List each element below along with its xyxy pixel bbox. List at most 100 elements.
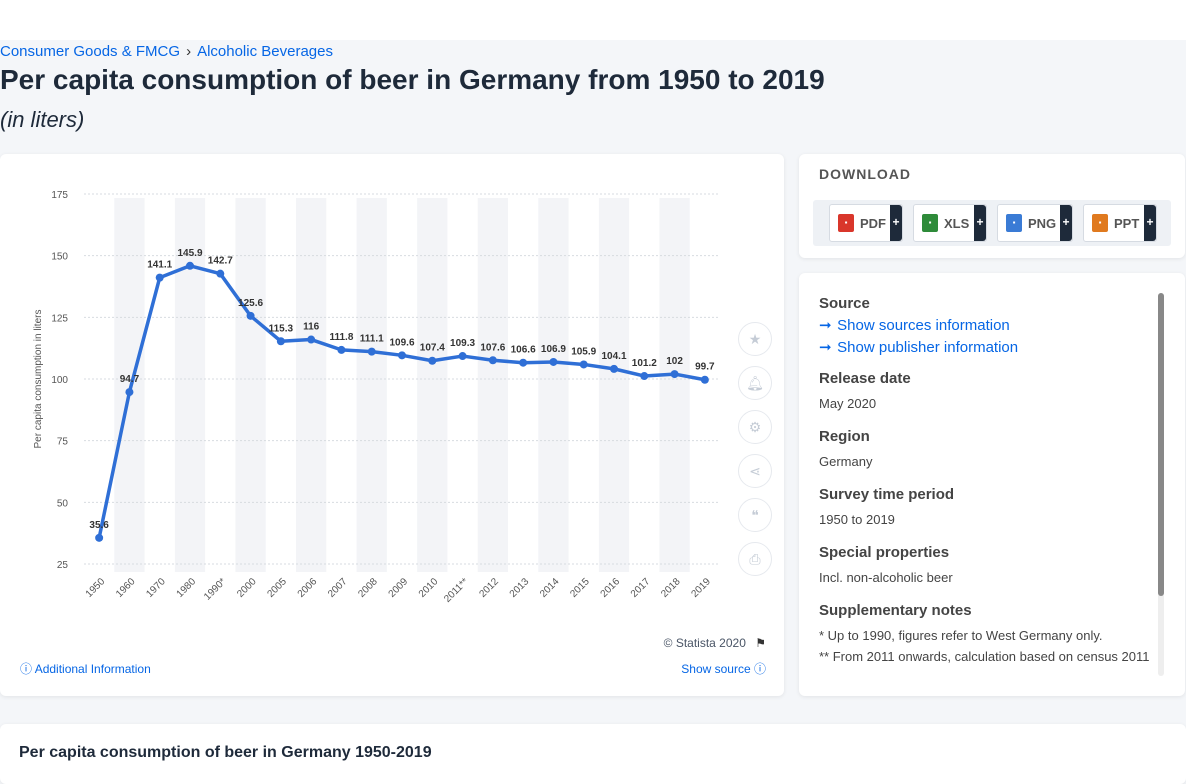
data-point <box>186 261 194 270</box>
download-card: DOWNLOAD ▪ PDF + ▪ XLS + ▪ PNG + ▪ PPT + <box>799 154 1185 258</box>
notification-button[interactable]: 🔔︎ <box>738 366 772 400</box>
breadcrumb-consumer-goods[interactable]: Consumer Goods & FMCG <box>0 43 181 60</box>
x-tick-label: 2010 <box>417 576 441 600</box>
category-band <box>174 198 206 572</box>
quote-icon: ❝ <box>751 506 759 523</box>
y-tick-label: 25 <box>57 560 69 571</box>
data-label: 99.7 <box>695 362 715 373</box>
data-point <box>519 358 528 367</box>
data-label: 109.6 <box>389 337 414 348</box>
download-ppt-button[interactable]: ▪ PPT + <box>1083 204 1157 242</box>
x-tick-label: 2012 <box>477 576 501 600</box>
download-png-label: PNG <box>1028 215 1057 231</box>
related-statistic-title[interactable]: Per capita consumption of beer in German… <box>19 744 432 761</box>
data-label: 145.9 <box>177 248 202 259</box>
x-tick-label: 1980 <box>175 576 199 600</box>
data-point <box>367 347 376 356</box>
settings-button[interactable]: ⚙ <box>738 410 772 444</box>
additional-information-link[interactable]: ⓘ Additional Information <box>20 660 151 677</box>
supplementary-note-2: ** From 2011 onwards, calculation based … <box>819 649 1150 664</box>
x-tick-label: 2013 <box>508 576 532 600</box>
data-point <box>428 356 437 365</box>
plus-icon: + <box>890 205 902 241</box>
data-point <box>125 388 134 397</box>
statistic-details-card: Source ➞ Show sources information ➞ Show… <box>799 273 1185 696</box>
y-axis-label: Per capita consumption in liters <box>33 310 44 449</box>
y-tick-label: 50 <box>57 498 69 509</box>
category-band <box>235 198 266 572</box>
data-label: 116 <box>303 322 320 333</box>
data-point <box>276 337 285 346</box>
x-tick-label: 2018 <box>659 576 683 600</box>
release-date-value: May 2020 <box>819 396 877 411</box>
show-sources-label: Show sources information <box>837 317 1010 334</box>
survey-period-value: 1950 to 2019 <box>819 512 895 527</box>
favorite-button[interactable]: ★ <box>738 322 772 356</box>
related-statistic-card: Per capita consumption of beer in German… <box>0 724 1186 784</box>
share-button[interactable]: ⋖ <box>738 454 772 488</box>
data-label: 101.2 <box>632 358 657 369</box>
x-tick-label: 2015 <box>568 576 592 600</box>
breadcrumb-alcoholic-beverages[interactable]: Alcoholic Beverages <box>197 43 333 60</box>
x-tick-label: 2008 <box>356 576 380 600</box>
scrollbar-thumb[interactable] <box>1158 293 1164 596</box>
data-point <box>307 335 316 344</box>
data-label: 141.1 <box>147 260 172 271</box>
flag-icon[interactable]: ⚑ <box>755 636 766 650</box>
x-tick-label: 1970 <box>144 576 168 600</box>
additional-information-label: Additional Information <box>34 662 151 676</box>
pdf-file-icon: ▪ <box>838 214 854 232</box>
share-icon: ⋖ <box>749 462 761 479</box>
page-subtitle: (in liters) <box>0 107 85 132</box>
show-sources-link[interactable]: ➞ Show sources information <box>819 316 1159 334</box>
ppt-file-icon: ▪ <box>1092 214 1108 232</box>
x-tick-label: 2000 <box>235 576 259 600</box>
source-heading: Source <box>819 295 870 312</box>
data-point <box>337 345 346 354</box>
x-tick-label: 2007 <box>326 576 350 600</box>
category-band <box>598 198 630 572</box>
x-tick-label: 1990* <box>202 576 228 602</box>
x-tick-label: 2019 <box>689 576 713 600</box>
chart-toolbar: ★ 🔔︎ ⚙ ⋖ ❝ ⎙ <box>738 322 772 586</box>
show-publisher-label: Show publisher information <box>837 339 1019 356</box>
details-scrollbar[interactable] <box>1158 293 1164 676</box>
show-source-link[interactable]: Show source ⓘ <box>681 660 766 677</box>
data-point <box>95 533 104 542</box>
supplementary-notes-heading: Supplementary notes <box>819 602 972 619</box>
statistic-details: Source ➞ Show sources information ➞ Show… <box>819 295 1159 681</box>
data-point <box>488 356 497 365</box>
data-label: 35.6 <box>89 520 109 531</box>
x-tick-label: 2016 <box>599 576 623 600</box>
data-point <box>155 273 164 282</box>
info-icon: ⓘ <box>20 662 33 676</box>
download-title: DOWNLOAD <box>819 166 911 182</box>
show-publisher-link[interactable]: ➞ Show publisher information <box>819 338 1159 356</box>
supplementary-note-1: * Up to 1990, figures refer to West Germ… <box>819 628 1103 643</box>
data-point <box>579 360 588 369</box>
download-xls-button[interactable]: ▪ XLS + <box>913 204 987 242</box>
survey-period-heading: Survey time period <box>819 486 955 503</box>
data-label: 102 <box>666 356 683 367</box>
png-file-icon: ▪ <box>1006 214 1022 232</box>
download-pdf-button[interactable]: ▪ PDF + <box>829 204 903 242</box>
data-point <box>458 352 467 361</box>
y-tick-label: 150 <box>51 252 68 263</box>
y-tick-label: 175 <box>51 190 68 201</box>
plus-icon: + <box>1060 205 1072 241</box>
print-icon: ⎙ <box>749 550 761 567</box>
breadcrumb: Consumer Goods & FMCG › Alcoholic Beverage… <box>0 43 333 60</box>
data-label: 107.4 <box>420 343 445 354</box>
xls-file-icon: ▪ <box>922 214 938 232</box>
arrow-right-icon: ➞ <box>819 317 832 334</box>
data-label: 106.6 <box>511 345 536 356</box>
download-png-button[interactable]: ▪ PNG + <box>997 204 1073 242</box>
x-tick-label: 2006 <box>296 576 320 600</box>
release-date-heading: Release date <box>819 370 911 387</box>
cite-button[interactable]: ❝ <box>738 498 772 532</box>
print-button[interactable]: ⎙ <box>738 542 772 576</box>
data-label: 109.3 <box>450 338 475 349</box>
info-icon: ⓘ <box>753 662 766 676</box>
page-title: Per capita consumption of beer in German… <box>0 64 825 95</box>
show-source-label: Show source <box>681 662 751 676</box>
